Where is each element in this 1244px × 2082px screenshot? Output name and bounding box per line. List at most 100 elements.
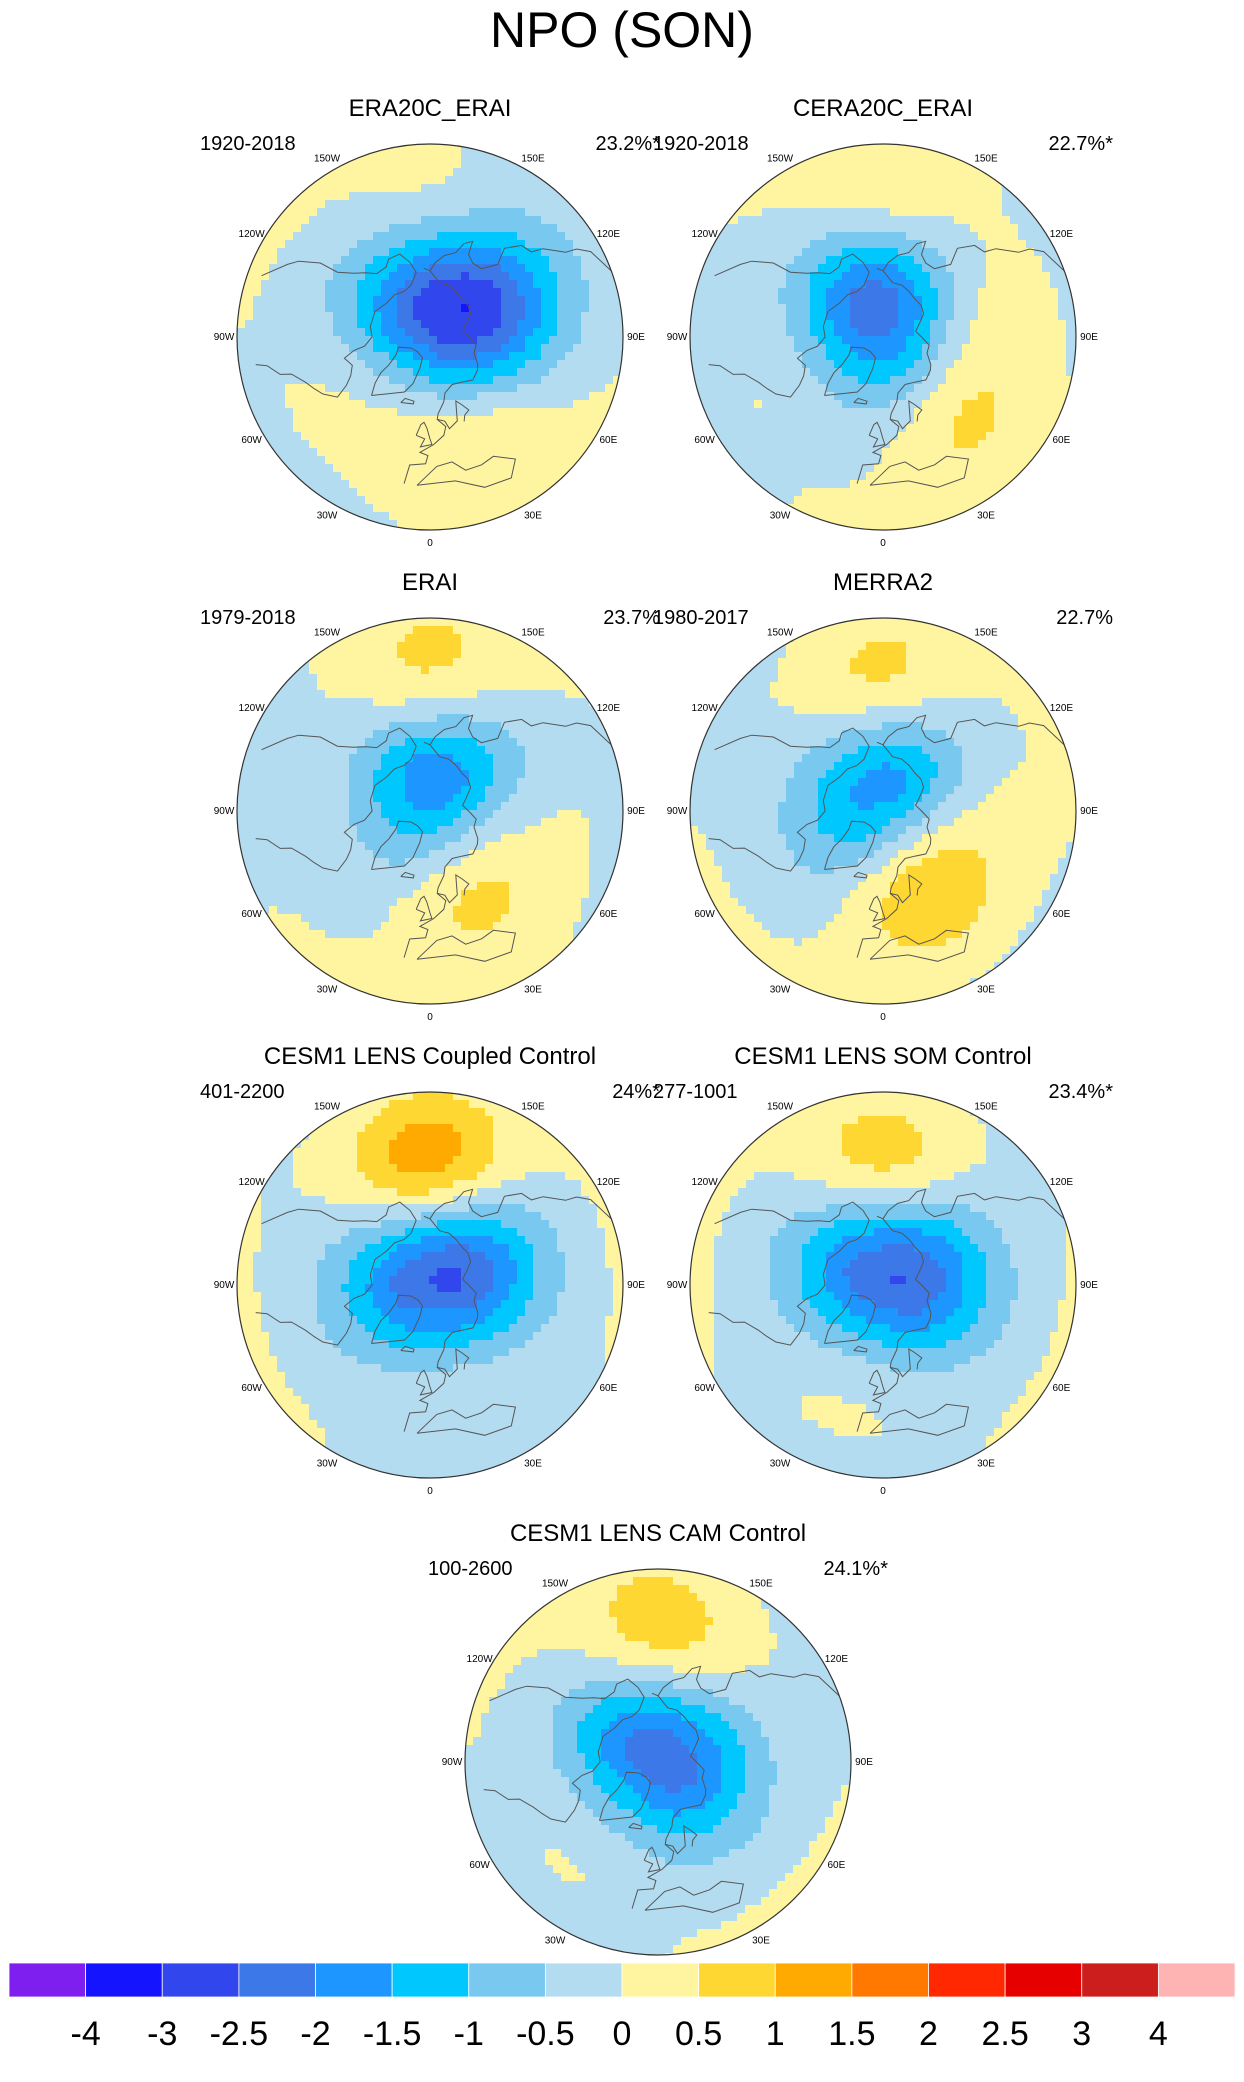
field-cell [850, 496, 859, 505]
field-cell [946, 320, 955, 329]
field-cell [834, 504, 843, 513]
field-cell [1002, 408, 1011, 417]
field-cell [930, 392, 939, 401]
field-cell [429, 778, 438, 787]
field-cell [866, 368, 875, 377]
field-cell [253, 858, 262, 867]
field-cell [722, 240, 731, 249]
field-cell [373, 906, 382, 915]
field-cell [333, 906, 342, 915]
field-cell [405, 448, 414, 457]
field-cell [754, 400, 763, 409]
field-cell [325, 658, 334, 667]
field-cell [349, 938, 358, 947]
field-cell [269, 336, 278, 345]
field-cell [850, 144, 859, 153]
field-cell [357, 168, 366, 177]
field-cell [858, 504, 867, 513]
field-cell [389, 946, 398, 955]
field-cell [245, 304, 254, 313]
field-cell [882, 304, 891, 313]
field-cell [738, 256, 747, 265]
field-cell [890, 296, 899, 305]
field-cell [898, 512, 907, 521]
field-cell [565, 304, 574, 313]
field-cell [373, 690, 382, 699]
field-cell [429, 690, 438, 699]
field-cell [317, 786, 326, 795]
field-cell [922, 344, 931, 353]
field-cell [397, 650, 406, 659]
field-cell [1002, 400, 1011, 409]
field-cell [866, 176, 875, 185]
field-cell [365, 232, 374, 241]
field-cell [605, 320, 614, 329]
field-cell [341, 312, 350, 321]
field-cell [477, 440, 486, 449]
field-cell [525, 208, 534, 217]
field-cell [938, 336, 947, 345]
field-cell [397, 384, 406, 393]
field-cell [461, 224, 470, 233]
field-cell [413, 650, 422, 659]
field-cell [309, 666, 318, 675]
field-cell [485, 192, 494, 201]
field-cell [994, 480, 1003, 489]
field-cell [906, 304, 915, 313]
field-cell [890, 216, 899, 225]
field-cell [325, 376, 334, 385]
field-cell [341, 802, 350, 811]
field-cell [834, 312, 843, 321]
field-cell [357, 762, 366, 771]
field-cell [429, 272, 438, 281]
field-cell [413, 352, 422, 361]
field-cell [317, 866, 326, 875]
field-cell [333, 674, 342, 683]
field-cell [421, 192, 430, 201]
field-cell [261, 264, 270, 273]
field-cell [469, 392, 478, 401]
field-cell [349, 496, 358, 505]
field-cell [309, 682, 318, 691]
field-cell [333, 682, 342, 691]
field-cell [501, 304, 510, 313]
field-cell [501, 248, 510, 257]
field-cell [986, 368, 995, 377]
field-cell [714, 240, 723, 249]
field-cell [858, 304, 867, 313]
field-cell [722, 288, 731, 297]
field-cell [786, 472, 795, 481]
field-cell [301, 392, 310, 401]
field-cell [794, 512, 803, 521]
field-cell [946, 480, 955, 489]
field-cell [1050, 344, 1059, 353]
field-cell [730, 256, 739, 265]
field-cell [477, 496, 486, 505]
field-cell [834, 296, 843, 305]
field-cell [293, 722, 302, 731]
field-cell [285, 818, 294, 827]
field-cell [794, 440, 803, 449]
field-cell [293, 802, 302, 811]
field-cell [341, 248, 350, 257]
field-cell [818, 496, 827, 505]
field-cell [1002, 280, 1011, 289]
field-cell [850, 176, 859, 185]
field-cell [397, 320, 406, 329]
field-cell [397, 922, 406, 931]
field-cell [317, 682, 326, 691]
field-cell [293, 200, 302, 209]
field-cell [770, 496, 779, 505]
field-cell [389, 682, 398, 691]
field-cell [333, 472, 342, 481]
field-cell [826, 344, 835, 353]
field-cell [333, 344, 342, 353]
field-cell [405, 392, 414, 401]
field-cell [802, 376, 811, 385]
field-cell [381, 432, 390, 441]
field-cell [413, 448, 422, 457]
field-cell [389, 144, 398, 153]
field-cell [858, 352, 867, 361]
field-cell [445, 352, 454, 361]
field-cell [333, 706, 342, 715]
